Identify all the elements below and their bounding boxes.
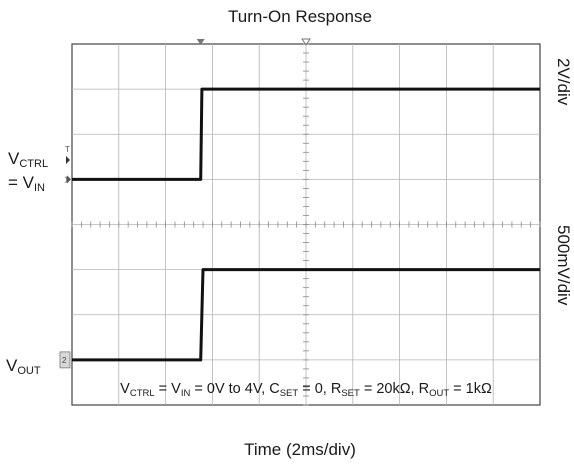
scope-markers: 1 T 2 bbox=[59, 38, 311, 369]
note-cset: = 0, R bbox=[298, 381, 342, 397]
ch1-label-line1: VCTRL bbox=[8, 150, 48, 170]
trigger-level-arrow bbox=[66, 156, 70, 164]
x-axis-label: Time (2ms/div) bbox=[244, 440, 356, 459]
scope-traces bbox=[72, 87, 540, 362]
trigger-position-marker bbox=[196, 39, 205, 45]
trace-vctrl bbox=[72, 87, 540, 181]
ch1-label-v: V bbox=[8, 149, 20, 168]
ch1-scale-label: 2V/div bbox=[554, 58, 573, 106]
note-eq1: = V bbox=[154, 381, 181, 397]
ch2-level-marker: 2 bbox=[62, 356, 67, 365]
note-vctrl-sub: CTRL bbox=[129, 388, 155, 399]
note-rset: = 20kΩ, R bbox=[359, 381, 430, 397]
center-marker bbox=[301, 38, 311, 46]
chart-title: Turn-On Response bbox=[228, 7, 372, 26]
scope-tick-marks bbox=[71, 43, 541, 406]
ch1-label-line2: = VIN bbox=[8, 174, 45, 194]
note-vctrl: V bbox=[120, 381, 130, 397]
ch2-label-v: V bbox=[6, 356, 18, 375]
trace-vout bbox=[72, 268, 540, 362]
ch1-level-marker: 1 bbox=[64, 175, 69, 184]
note-cset-sub: SET bbox=[279, 388, 299, 399]
ch1-label-prefix: = V bbox=[8, 173, 34, 192]
ch2-level-marker-box bbox=[59, 351, 71, 369]
note-range: = 0V to 4V, C bbox=[190, 381, 280, 397]
ch1-label-sub: CTRL bbox=[19, 158, 49, 170]
ch2-label: VOUT bbox=[6, 357, 41, 377]
ch1-level-arrow bbox=[67, 175, 71, 184]
test-conditions-note: VCTRL = VIN = 0V to 4V, CSET = 0, RSET =… bbox=[72, 382, 540, 399]
note-vin-sub: IN bbox=[180, 388, 191, 399]
ch1-label-in-sub: IN bbox=[34, 182, 45, 194]
ch2-scale-label: 500mV/div bbox=[554, 225, 573, 306]
note-rset-sub: SET bbox=[341, 388, 360, 399]
trigger-level-marker: T bbox=[65, 145, 70, 154]
note-rout-sub: OUT bbox=[429, 388, 450, 399]
note-rout: = 1kΩ bbox=[449, 381, 492, 397]
ch2-label-sub: OUT bbox=[17, 365, 41, 377]
